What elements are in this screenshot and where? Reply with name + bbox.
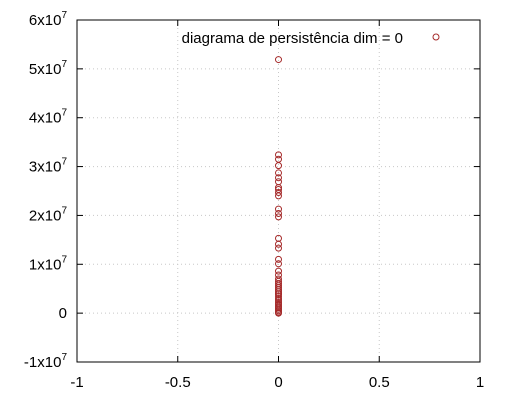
data-point [275, 260, 282, 268]
data-point [275, 255, 282, 263]
y-tick-label: 1x107 [29, 254, 68, 273]
x-tick-label: -0.5 [165, 374, 191, 391]
data-point [275, 205, 282, 213]
y-tick-label: 4x107 [29, 108, 68, 127]
data-point [275, 174, 282, 182]
data-point [275, 213, 282, 221]
data-point [275, 155, 282, 163]
data-point [275, 162, 282, 170]
data-point [275, 287, 282, 295]
y-tick-label: 3x107 [29, 157, 68, 176]
x-tick-label: 0 [274, 374, 282, 391]
data-point [275, 267, 282, 275]
y-tick-label: 0 [59, 305, 67, 322]
y-tick-label: 2x107 [29, 205, 68, 224]
legend-marker-icon [432, 33, 440, 41]
data-point [275, 244, 282, 252]
data-point [275, 56, 282, 64]
x-tick-label: 1 [476, 374, 484, 391]
legend: diagrama de persistência dim = 0 [182, 30, 440, 47]
data-point [275, 240, 282, 248]
data-point [275, 285, 282, 293]
y-tick-label: 6x107 [29, 10, 68, 29]
plot-frame [76, 19, 481, 363]
data-point [275, 309, 282, 317]
data-point [275, 169, 282, 177]
y-tick-labels: -1x107 0 1x107 2x107 3x107 4x107 5x107 6x107 [24, 10, 68, 371]
data-point [275, 293, 282, 301]
x-tick-label: 0.5 [369, 374, 390, 391]
data-point [275, 184, 282, 192]
data-point [275, 209, 282, 217]
x-tick-label: -1 [70, 374, 83, 391]
data-point [275, 291, 282, 299]
x-tick-labels: -1 -0.5 0 0.5 1 [70, 374, 484, 391]
data-point [275, 188, 282, 196]
y-tick-label: -1x107 [24, 352, 68, 371]
legend-label: diagrama de persistência dim = 0 [182, 30, 403, 47]
y-tick-label: 5x107 [29, 59, 68, 78]
data-points [275, 56, 282, 317]
data-point [275, 178, 282, 186]
data-point [275, 192, 282, 200]
data-point [275, 151, 282, 159]
